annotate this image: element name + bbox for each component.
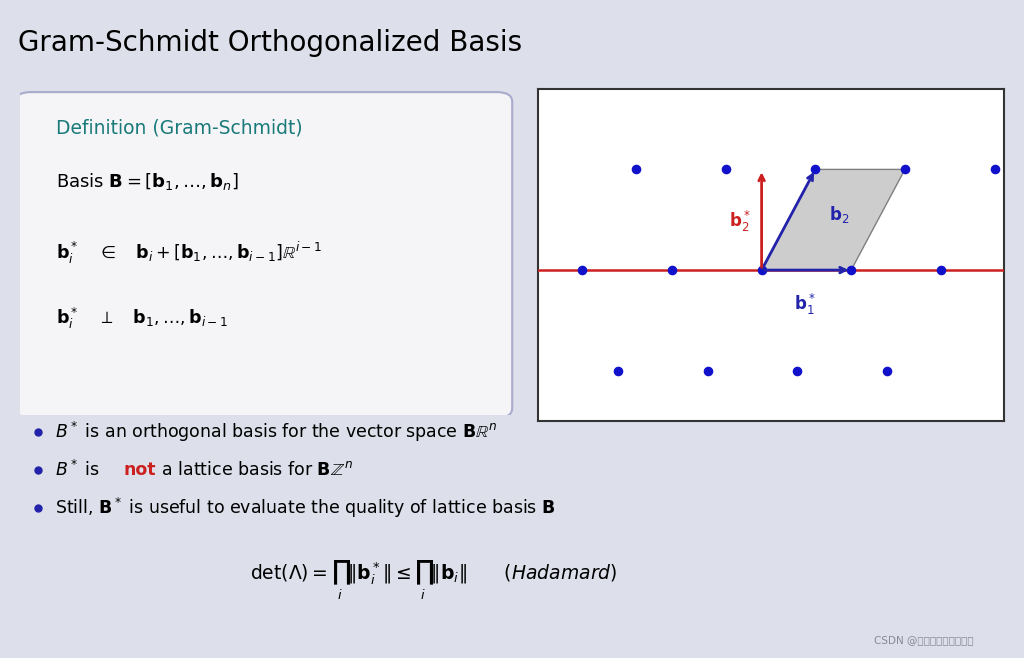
Point (986, 164, 1002, 174)
Point (699, 365, 716, 376)
Text: CSDN @爱学习的米斯特儿江: CSDN @爱学习的米斯特儿江 (874, 636, 974, 645)
Text: $\mathbf{b}_i^* \quad \perp \quad \mathbf{b}_1, \ldots, \mathbf{b}_{i-1}$: $\mathbf{b}_i^* \quad \perp \quad \mathb… (55, 306, 227, 331)
Text: Still, $\mathbf{B}^*$ is useful to evaluate the quality of lattice basis $\mathb: Still, $\mathbf{B}^*$ is useful to evalu… (55, 496, 555, 520)
Text: a lattice basis for $\mathbf{B}\mathbb{Z}^n$: a lattice basis for $\mathbf{B}\mathbb{Z… (156, 461, 353, 479)
Text: $B^*$ is: $B^*$ is (55, 460, 100, 480)
Text: $\det(\Lambda) = \prod_i \|\mathbf{b}_i^*\| \leq \prod_i \|\mathbf{b}_i\|$$\qqua: $\det(\Lambda) = \prod_i \|\mathbf{b}_i^… (250, 559, 617, 602)
Point (879, 365, 895, 376)
Point (664, 265, 680, 275)
Text: Basis $\mathbf{B} = [\mathbf{b}_1, \ldots, \mathbf{b}_n]$: Basis $\mathbf{B} = [\mathbf{b}_1, \ldot… (55, 171, 239, 192)
Point (718, 164, 734, 174)
Point (933, 265, 949, 275)
Point (520, 365, 537, 376)
Point (790, 365, 806, 376)
Point (610, 365, 627, 376)
Text: Definition (Gram-Schmidt): Definition (Gram-Schmidt) (55, 118, 302, 138)
Point (628, 164, 644, 174)
Text: $\mathbf{b}_1^*$: $\mathbf{b}_1^*$ (794, 292, 815, 317)
Polygon shape (762, 169, 905, 270)
Point (754, 265, 770, 275)
Text: $\mathbf{b}_2$: $\mathbf{b}_2$ (828, 204, 849, 225)
Point (807, 164, 823, 174)
Point (897, 164, 913, 174)
Point (574, 265, 591, 275)
Text: $B^*$ is an orthogonal basis for the vector space $\mathbf{B}\mathbb{R}^n$: $B^*$ is an orthogonal basis for the vec… (55, 420, 497, 444)
Text: Gram-Schmidt Orthogonalized Basis: Gram-Schmidt Orthogonalized Basis (18, 29, 522, 57)
Text: $\mathbf{b}_i^* \quad \in \quad \mathbf{b}_i + [\mathbf{b}_1, \ldots, \mathbf{b}: $\mathbf{b}_i^* \quad \in \quad \mathbf{… (55, 240, 322, 266)
Text: not: not (124, 461, 157, 479)
FancyBboxPatch shape (15, 92, 512, 418)
Text: $\mathbf{b}_2^*$: $\mathbf{b}_2^*$ (729, 209, 751, 234)
Point (843, 265, 859, 275)
